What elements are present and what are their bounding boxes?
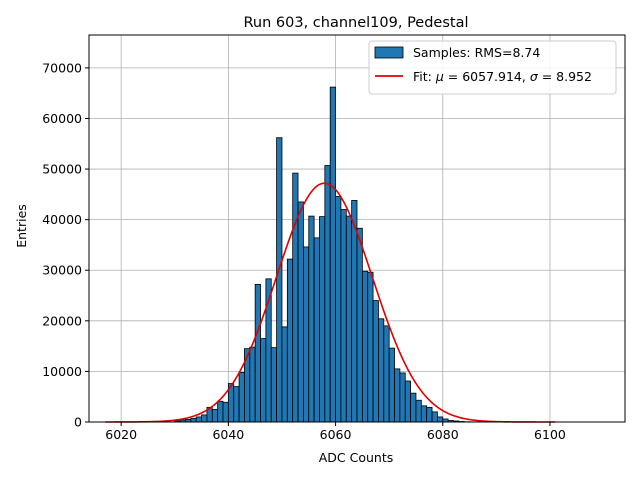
histogram-bar (436, 416, 444, 423)
histogram-bar (222, 401, 229, 423)
fit-curve (105, 182, 556, 423)
histogram-bar (270, 347, 277, 423)
histogram-bar (340, 209, 347, 423)
legend-histogram-swatch (374, 46, 404, 59)
histogram-bar (276, 137, 283, 423)
y-tick-label: 70000 (42, 60, 82, 75)
histogram-bar (361, 270, 369, 423)
histogram-bar (410, 392, 417, 423)
legend-histogram-label: Samples: RMS=8.74 (413, 45, 540, 60)
histogram-bar (420, 405, 428, 423)
histogram-bars (174, 86, 487, 423)
histogram-bar (313, 237, 320, 423)
histogram-bar (201, 414, 208, 423)
y-tick-label: 60000 (42, 111, 82, 126)
histogram-bar (404, 380, 411, 423)
chart-title: Run 603, channel109, Pedestal (243, 15, 468, 31)
legend-fit-label: Fit: μ = 6057.914, σ = 8.952 (413, 69, 592, 84)
histogram-bar (335, 195, 342, 423)
histogram-bar (329, 86, 336, 423)
histogram-bar (195, 416, 202, 423)
x-tick-label: 6100 (534, 427, 566, 442)
x-tick-label: 6060 (320, 427, 352, 442)
histogram-bar (394, 368, 401, 423)
y-tick-label: 10000 (42, 364, 82, 379)
histogram-bar (260, 338, 267, 423)
histogram-bar (399, 372, 406, 423)
y-tick-label: 40000 (42, 212, 82, 227)
x-axis-label: ADC Counts (319, 450, 394, 465)
y-tick-label: 0 (74, 415, 82, 430)
histogram-bar (190, 418, 197, 423)
x-tick-label: 6080 (427, 427, 459, 442)
histogram-bar (238, 372, 245, 423)
y-tick-label: 30000 (42, 263, 82, 278)
histogram-bar (351, 200, 358, 423)
histogram-bar (308, 215, 315, 423)
histogram-bar (286, 258, 294, 423)
histogram-bar (356, 227, 363, 423)
y-axis-label: Entries (14, 204, 29, 248)
x-tick-label: 6040 (212, 427, 244, 442)
histogram-bar (431, 411, 438, 423)
histogram-bar (388, 347, 395, 423)
histogram-bar (345, 215, 353, 423)
histogram-bar (324, 165, 331, 423)
histogram-bar (254, 283, 261, 423)
x-axis-ticks: 6020 6040 6060 6080 6100 (105, 422, 566, 442)
histogram-bar (233, 386, 240, 423)
y-tick-label: 50000 (42, 162, 82, 177)
histogram-bar (292, 172, 299, 423)
y-axis-ticks: 0 10000 20000 30000 40000 50000 60000 70000 (42, 60, 89, 430)
axes-frame (88, 34, 626, 423)
x-tick-label: 6020 (105, 427, 137, 442)
legend: Samples: RMS=8.74 Fit: μ = 6057.914, σ =… (368, 40, 617, 95)
histogram-bar (302, 246, 310, 423)
histogram-bar (426, 406, 433, 423)
histogram-bar (281, 326, 288, 423)
histogram-bar (372, 300, 379, 423)
histogram-bar (249, 346, 256, 423)
histogram-bar (319, 216, 326, 423)
histogram-bar (383, 325, 390, 423)
legend-box (368, 40, 617, 95)
histogram-bar (217, 400, 224, 423)
y-tick-label: 20000 (42, 313, 82, 328)
histogram-bar (297, 201, 304, 423)
histogram-bar (211, 408, 219, 423)
histogram-bar (415, 399, 422, 423)
histogram-bar (378, 318, 385, 423)
histogram-bar (367, 271, 374, 423)
